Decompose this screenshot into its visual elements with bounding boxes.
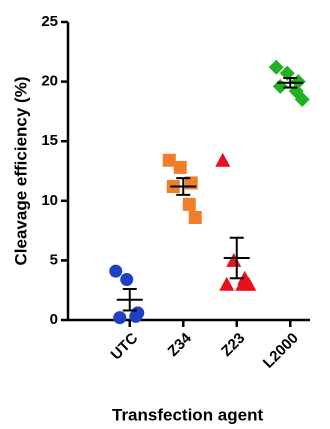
point [241,276,257,291]
point [226,252,242,267]
point [120,272,134,286]
x-tick-label: UTC [108,329,142,363]
y-tick-label: 15 [41,132,58,149]
point [279,65,295,81]
y-tick-label: 10 [41,192,58,209]
point [294,91,310,107]
point [268,59,284,75]
point [272,78,288,94]
y-tick-label: 0 [50,311,58,328]
point [188,210,202,224]
y-tick-label: 25 [41,13,58,30]
point [129,309,143,323]
x-tick-label: Z23 [218,330,248,360]
x-tick-label: Z34 [165,329,196,360]
x-axis-title: Transfection agent [112,405,263,424]
point [215,152,231,167]
x-tick-label: L2000 [260,330,302,372]
point [113,311,127,325]
point [173,160,187,174]
y-tick-label: 20 [41,73,58,90]
point [162,153,176,167]
y-axis-title: Cleavage efficiency (%) [11,77,30,266]
point [219,276,235,291]
point [109,264,123,278]
y-tick-label: 5 [50,251,58,268]
point [182,197,196,211]
